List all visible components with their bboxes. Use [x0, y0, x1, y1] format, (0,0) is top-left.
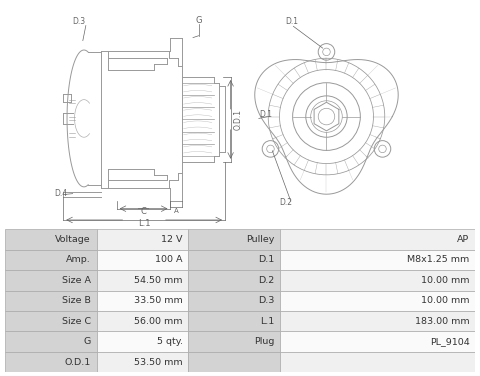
- Bar: [280, 352, 475, 372]
- Text: D.1: D.1: [285, 17, 298, 26]
- Bar: [96, 352, 188, 372]
- Text: G: G: [84, 337, 91, 346]
- Bar: [5, 250, 96, 270]
- Text: O.D.1: O.D.1: [233, 109, 242, 130]
- Text: L.1: L.1: [260, 317, 275, 326]
- Bar: [280, 291, 475, 311]
- Text: D.1: D.1: [259, 109, 272, 118]
- Text: 56.00 mm: 56.00 mm: [134, 317, 182, 326]
- Bar: [188, 229, 280, 250]
- Bar: [96, 311, 188, 331]
- Text: D.3: D.3: [258, 296, 275, 305]
- Text: PL_9104: PL_9104: [430, 337, 469, 346]
- Bar: [188, 352, 280, 372]
- Text: Voltage: Voltage: [55, 235, 91, 244]
- Text: L.1: L.1: [138, 218, 150, 227]
- Text: Amp.: Amp.: [66, 255, 91, 264]
- Text: A: A: [174, 208, 179, 214]
- Bar: [5, 291, 96, 311]
- Bar: [5, 270, 96, 291]
- Text: 54.50 mm: 54.50 mm: [134, 276, 182, 285]
- Text: M8x1.25 mm: M8x1.25 mm: [408, 255, 469, 264]
- Bar: [5, 352, 96, 372]
- Bar: [5, 331, 96, 352]
- Bar: [5, 229, 96, 250]
- Text: D.2: D.2: [279, 198, 292, 207]
- Bar: [96, 291, 188, 311]
- Bar: [188, 291, 280, 311]
- Bar: [280, 250, 475, 270]
- Text: D.4: D.4: [54, 188, 67, 197]
- Text: Size A: Size A: [62, 276, 91, 285]
- Text: 183.00 mm: 183.00 mm: [415, 317, 469, 326]
- Bar: [280, 311, 475, 331]
- Text: D.2: D.2: [258, 276, 275, 285]
- Text: 10.00 mm: 10.00 mm: [421, 276, 469, 285]
- Bar: [280, 331, 475, 352]
- Text: 10.00 mm: 10.00 mm: [421, 296, 469, 305]
- Bar: [96, 331, 188, 352]
- Text: G: G: [195, 15, 202, 24]
- Bar: [280, 270, 475, 291]
- Text: 53.50 mm: 53.50 mm: [134, 358, 182, 367]
- Text: 5 qty.: 5 qty.: [156, 337, 182, 346]
- Text: O.D.1: O.D.1: [65, 358, 91, 367]
- Bar: [96, 270, 188, 291]
- Text: 33.50 mm: 33.50 mm: [134, 296, 182, 305]
- Text: Size B: Size B: [62, 296, 91, 305]
- Text: 100 A: 100 A: [155, 255, 182, 264]
- Text: AP: AP: [457, 235, 469, 244]
- Text: Pulley: Pulley: [246, 235, 275, 244]
- Bar: [188, 270, 280, 291]
- Bar: [280, 229, 475, 250]
- Bar: [96, 229, 188, 250]
- Bar: [188, 250, 280, 270]
- Text: 12 V: 12 V: [161, 235, 182, 244]
- Bar: [96, 250, 188, 270]
- Text: C: C: [141, 207, 146, 216]
- Text: Plug: Plug: [254, 337, 275, 346]
- Text: D.3: D.3: [72, 17, 86, 26]
- Bar: [5, 311, 96, 331]
- Bar: [188, 331, 280, 352]
- Bar: [188, 311, 280, 331]
- Text: Size C: Size C: [62, 317, 91, 326]
- Text: D.1: D.1: [258, 255, 275, 264]
